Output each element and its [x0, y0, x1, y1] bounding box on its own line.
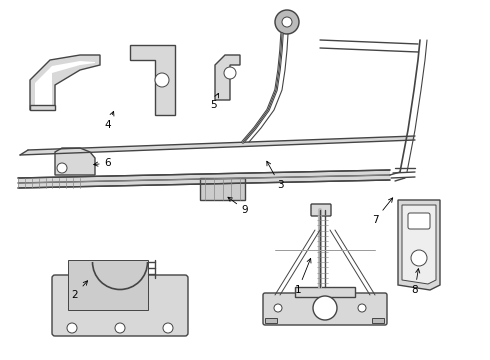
Polygon shape: [402, 205, 436, 284]
Circle shape: [316, 304, 324, 312]
Circle shape: [282, 17, 292, 27]
FancyBboxPatch shape: [263, 293, 387, 325]
Text: 6: 6: [94, 158, 111, 168]
Polygon shape: [20, 136, 415, 155]
Text: 5: 5: [210, 93, 219, 110]
Polygon shape: [215, 55, 240, 100]
Circle shape: [275, 10, 299, 34]
Polygon shape: [398, 200, 440, 290]
Bar: [265, 318, 277, 323]
Text: 7: 7: [372, 198, 392, 225]
Polygon shape: [130, 45, 175, 115]
Bar: [200, 178, 245, 200]
Circle shape: [115, 323, 125, 333]
Text: 3: 3: [267, 161, 283, 190]
Circle shape: [67, 323, 77, 333]
Polygon shape: [18, 170, 390, 188]
FancyBboxPatch shape: [52, 275, 188, 336]
Text: 9: 9: [228, 197, 248, 215]
Text: 4: 4: [105, 112, 114, 130]
Text: 1: 1: [294, 258, 311, 295]
Bar: [68, 260, 148, 310]
Circle shape: [358, 304, 366, 312]
FancyBboxPatch shape: [408, 213, 430, 229]
Circle shape: [313, 296, 337, 320]
Circle shape: [163, 323, 173, 333]
Polygon shape: [30, 55, 100, 110]
Bar: [295, 287, 355, 297]
Circle shape: [411, 250, 427, 266]
Circle shape: [155, 73, 169, 87]
Circle shape: [224, 67, 236, 79]
Text: 2: 2: [72, 281, 88, 300]
Circle shape: [57, 163, 67, 173]
Circle shape: [274, 304, 282, 312]
Text: 8: 8: [412, 269, 420, 295]
Polygon shape: [35, 61, 95, 107]
FancyBboxPatch shape: [311, 204, 331, 216]
Polygon shape: [30, 105, 55, 110]
Bar: [372, 318, 384, 323]
Polygon shape: [55, 148, 95, 175]
